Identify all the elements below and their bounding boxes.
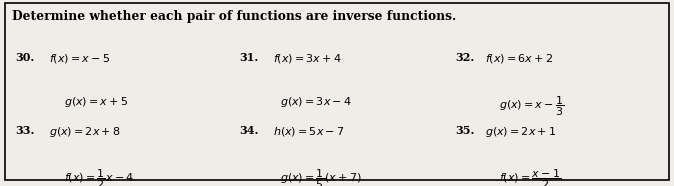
Text: Determine whether each pair of functions are inverse functions.: Determine whether each pair of functions… xyxy=(12,10,456,23)
Text: $g(x) = 3x - 4$: $g(x) = 3x - 4$ xyxy=(280,95,351,109)
Text: $g(x) = 2x + 8$: $g(x) = 2x + 8$ xyxy=(49,125,120,139)
Text: 30.: 30. xyxy=(15,52,34,63)
Text: $f(x) = 3x + 4$: $f(x) = 3x + 4$ xyxy=(273,52,342,65)
Text: $g(x) = \dfrac{1}{5}(x + 7)$: $g(x) = \dfrac{1}{5}(x + 7)$ xyxy=(280,167,361,186)
Text: 34.: 34. xyxy=(239,125,259,136)
FancyBboxPatch shape xyxy=(5,3,669,180)
Text: 32.: 32. xyxy=(455,52,474,63)
Text: $g(x) = 2x + 1$: $g(x) = 2x + 1$ xyxy=(485,125,557,139)
Text: $f(x) = 6x + 2$: $f(x) = 6x + 2$ xyxy=(485,52,553,65)
Text: 33.: 33. xyxy=(15,125,34,136)
Text: $h(x) = 5x - 7$: $h(x) = 5x - 7$ xyxy=(273,125,344,138)
Text: $f(x) = x - 5$: $f(x) = x - 5$ xyxy=(49,52,110,65)
Text: $f(x) = \dfrac{1}{2}x - 4$: $f(x) = \dfrac{1}{2}x - 4$ xyxy=(64,167,134,186)
Text: 35.: 35. xyxy=(455,125,474,136)
Text: $f(x) = \dfrac{x-1}{2}$: $f(x) = \dfrac{x-1}{2}$ xyxy=(499,167,561,186)
Text: $g(x) = x - \dfrac{1}{3}$: $g(x) = x - \dfrac{1}{3}$ xyxy=(499,95,564,118)
Text: 31.: 31. xyxy=(239,52,259,63)
Text: $g(x) = x + 5$: $g(x) = x + 5$ xyxy=(64,95,128,109)
